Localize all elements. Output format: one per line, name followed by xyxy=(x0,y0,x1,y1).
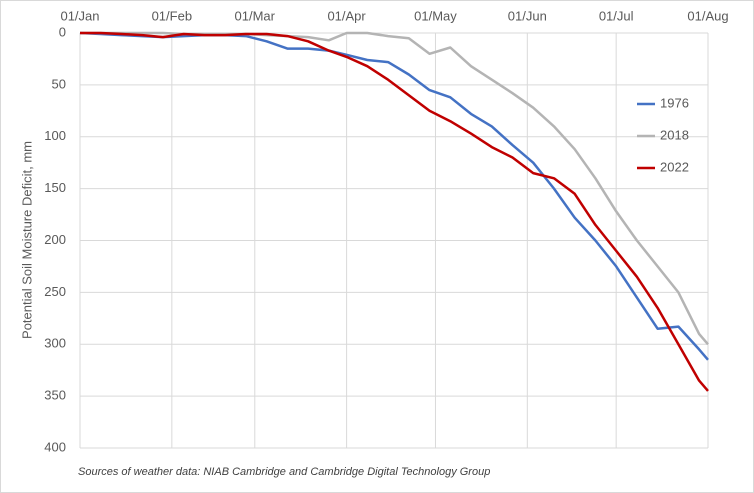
legend-label: 1976 xyxy=(660,95,689,110)
y-tick-label: 350 xyxy=(44,388,66,403)
x-tick-label: 01/Feb xyxy=(152,8,192,23)
y-tick-label: 400 xyxy=(44,439,66,454)
y-axis-label: Potential Soil Moisture Deficit, mm xyxy=(19,141,34,339)
footnote: Sources of weather data: NIAB Cambridge … xyxy=(78,466,490,478)
y-tick-label: 150 xyxy=(44,180,66,195)
y-tick-label: 200 xyxy=(44,232,66,247)
x-tick-label: 01/Mar xyxy=(235,8,276,23)
y-tick-label: 300 xyxy=(44,336,66,351)
legend-label: 2022 xyxy=(660,159,689,174)
x-tick-label: 01/Apr xyxy=(327,8,366,23)
y-tick-label: 50 xyxy=(52,76,66,91)
y-tick-label: 0 xyxy=(59,24,66,39)
legend-label: 2018 xyxy=(660,127,689,142)
x-tick-label: 01/Jun xyxy=(508,8,547,23)
x-tick-label: 01/Jul xyxy=(599,8,634,23)
series-line xyxy=(80,31,709,392)
x-tick-label: 01/May xyxy=(414,8,457,23)
y-tick-label: 250 xyxy=(44,284,66,299)
x-tick-label: 01/Aug xyxy=(687,8,728,23)
x-tick-label: 01/Jan xyxy=(60,8,99,23)
series-line xyxy=(79,31,709,361)
y-tick-label: 100 xyxy=(44,128,66,143)
